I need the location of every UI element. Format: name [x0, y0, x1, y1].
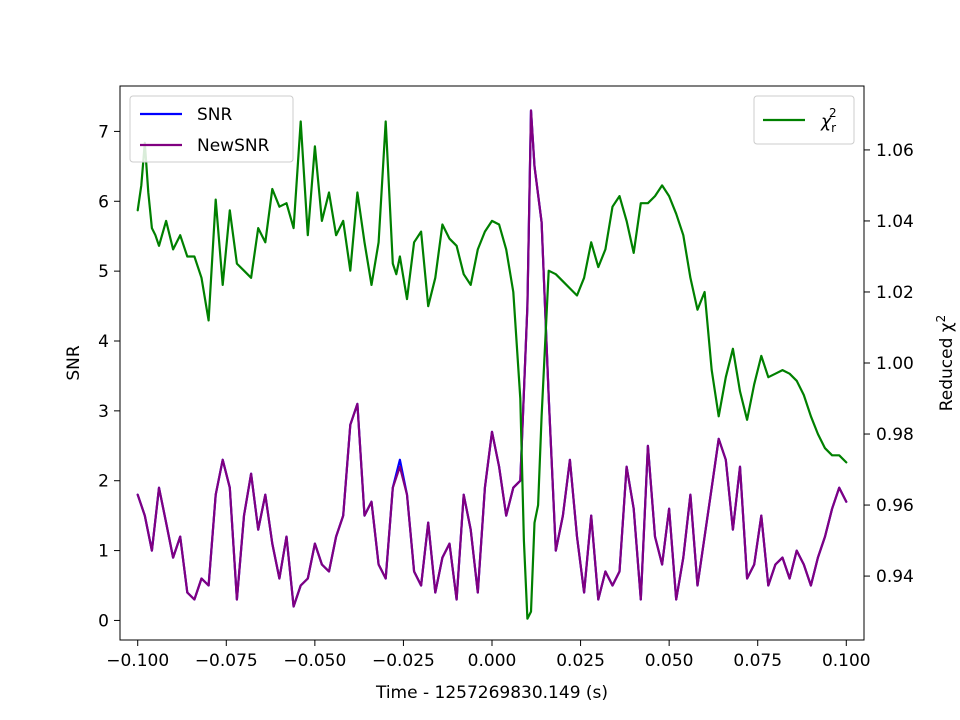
- y-tick-label: 4: [98, 332, 109, 352]
- x-tick-label: 0.000: [468, 651, 517, 671]
- x-tick-label: 0.100: [822, 651, 871, 671]
- plot-lines: [136, 109, 848, 620]
- x-tick-label: 0.025: [556, 651, 605, 671]
- x-tick-label: −0.100: [106, 651, 169, 671]
- series-line-chi2: [136, 120, 848, 620]
- x-tick-label: −0.075: [195, 651, 258, 671]
- x-tick-label: −0.050: [283, 651, 346, 671]
- y-tick-label: 2: [98, 472, 109, 492]
- x-tick-label: 0.050: [645, 651, 694, 671]
- y-tick-label: 0: [98, 611, 109, 631]
- y2-tick-label: 0.94: [876, 567, 914, 587]
- x-tick-label: 0.075: [733, 651, 782, 671]
- x-axis-title: Time - 1257269830.149 (s): [375, 683, 608, 703]
- y-tick-label: 7: [98, 122, 109, 142]
- y2-tick-label: 1.06: [876, 141, 914, 161]
- legend-right: χr2: [753, 95, 855, 145]
- legend-label-newsnr: NewSNR: [197, 136, 270, 156]
- y2-tick-label: 0.96: [876, 496, 914, 516]
- y2-tick-label: 1.02: [876, 283, 914, 303]
- y-axis-right: 0.94 0.96 0.98 1.00 1.02 1.04 1.06: [864, 141, 914, 587]
- legend-label-chi2: χr2: [820, 106, 837, 135]
- y2-tick-label: 0.98: [876, 425, 914, 445]
- y-tick-label: 6: [98, 192, 109, 212]
- y-axis-left: 0 1 2 3 4 5 6 7: [98, 122, 120, 631]
- y-tick-label: 1: [98, 542, 109, 562]
- y-tick-label: 5: [98, 262, 109, 282]
- y2-tick-label: 1.00: [876, 354, 914, 374]
- series-line-newsnr: [136, 109, 848, 608]
- y2-tick-label: 1.04: [876, 212, 914, 232]
- legend-left: SNR NewSNR: [129, 95, 294, 163]
- legend-label-snr: SNR: [197, 105, 233, 125]
- y2-axis-title: Reduced χ2: [934, 315, 957, 412]
- x-axis: −0.100 −0.075 −0.050 −0.025 0.000 0.025 0.050 0…: [106, 640, 871, 671]
- y-axis-title: SNR: [64, 345, 84, 381]
- x-tick-label: −0.025: [372, 651, 435, 671]
- y-tick-label: 3: [98, 402, 109, 422]
